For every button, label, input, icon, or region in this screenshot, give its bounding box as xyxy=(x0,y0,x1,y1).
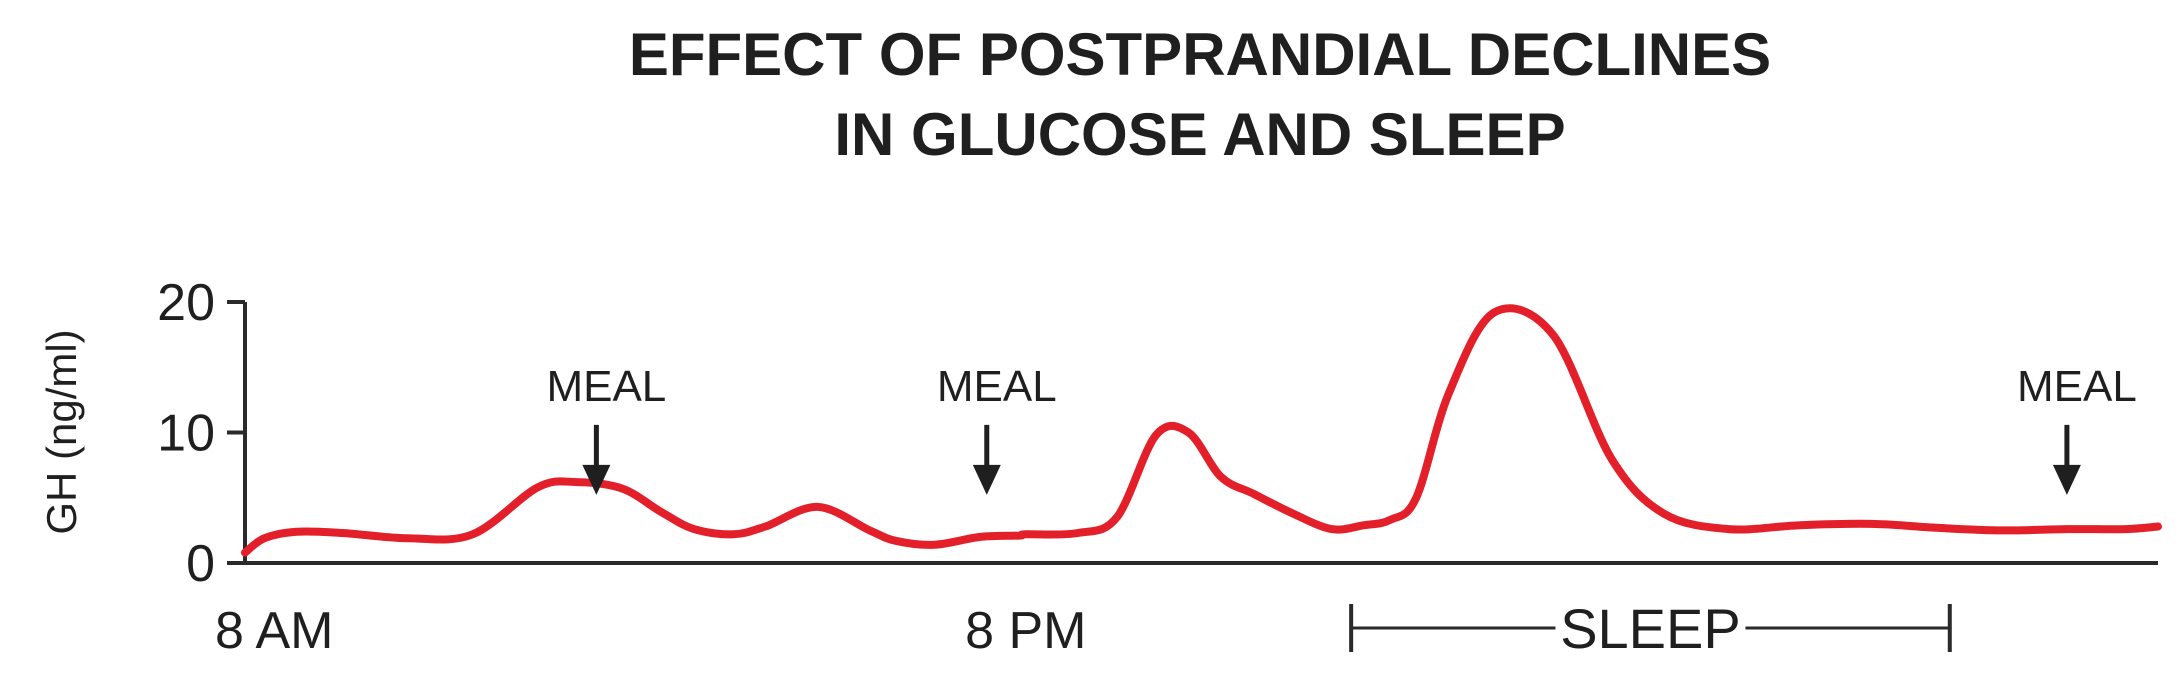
meal-label: MEAL xyxy=(546,362,666,411)
annotations: MEAL MEAL MEAL xyxy=(546,362,2137,495)
chart-title-line-1: EFFECT OF POSTPRANDIAL DECLINES xyxy=(629,21,1771,88)
down-arrow-icon xyxy=(972,464,1001,495)
series-layer xyxy=(241,304,2162,557)
meal-label: MEAL xyxy=(937,362,1057,411)
y-tick-label: 0 xyxy=(186,535,215,593)
gh-series-line xyxy=(241,304,2162,557)
down-arrow-icon xyxy=(582,464,611,495)
sleep-bracket: SLEEP xyxy=(1349,597,1952,660)
axes xyxy=(227,300,2158,565)
x-tick-label: 8 AM xyxy=(215,602,334,660)
meal-annotation: MEAL xyxy=(546,362,666,495)
x-tick-label: 8 PM xyxy=(965,602,1086,660)
down-arrow-icon xyxy=(2052,464,2081,495)
meal-annotation: MEAL xyxy=(2017,362,2137,495)
chart-title-line-2: IN GLUCOSE AND SLEEP xyxy=(834,101,1565,168)
tick-labels: 0 10 20 8 AM 8 PM xyxy=(157,274,1086,660)
meal-annotation: MEAL xyxy=(937,362,1057,495)
y-tick-label: 10 xyxy=(157,405,215,463)
sleep-label: SLEEP xyxy=(1560,597,1741,660)
y-axis-label: GH (ng/ml) xyxy=(38,329,85,534)
y-tick-label: 20 xyxy=(157,274,215,332)
meal-label: MEAL xyxy=(2017,362,2137,411)
